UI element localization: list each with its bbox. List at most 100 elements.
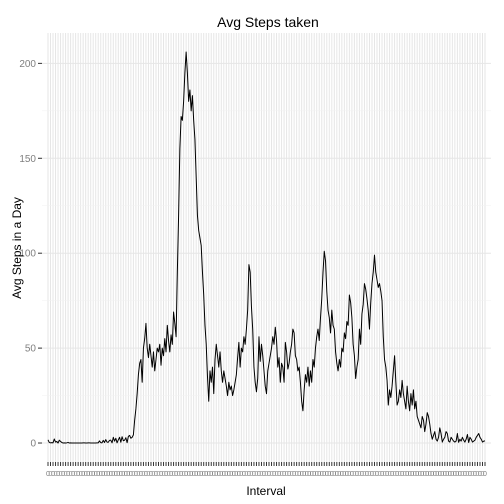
x-tick-label: 0 — [443, 471, 447, 478]
x-tick-label: 0 — [312, 471, 316, 478]
x-tick-label: 0 — [136, 471, 140, 478]
x-tick-label: 0 — [99, 471, 103, 478]
x-tick-label: 0 — [340, 471, 344, 478]
x-tick-label: 0 — [74, 471, 78, 478]
x-tick-label: 0 — [239, 471, 243, 478]
x-tick-label: 0 — [154, 471, 158, 478]
x-tick-label: 0 — [212, 471, 216, 478]
x-tick-label: 0 — [280, 471, 284, 478]
x-tick-label: 0 — [317, 471, 321, 478]
x-tick-label: 0 — [267, 471, 271, 478]
x-tick-label: 0 — [242, 471, 246, 478]
x-tick-label: 0 — [385, 471, 389, 478]
x-tick-label: 0 — [71, 471, 75, 478]
x-tick-label: 0 — [89, 471, 93, 478]
x-tick-label: 0 — [222, 471, 226, 478]
x-tick-label: 0 — [277, 471, 281, 478]
y-tick-label: 50 — [25, 344, 37, 355]
x-tick-label: 0 — [270, 471, 274, 478]
x-tick-label: 0 — [405, 471, 409, 478]
x-tick-label: 0 — [54, 471, 58, 478]
x-tick-label: 0 — [91, 471, 95, 478]
x-tick-label: 0 — [438, 471, 442, 478]
x-tick-label: 0 — [252, 471, 256, 478]
x-tick-label: 0 — [262, 471, 266, 478]
x-gridlines — [47, 33, 486, 462]
x-tick-label: 0 — [420, 471, 424, 478]
x-tick-label: 0 — [234, 471, 238, 478]
x-tick-label: 0 — [209, 471, 213, 478]
x-tick-label: 0 — [104, 471, 108, 478]
x-tick-label: 0 — [141, 471, 145, 478]
x-tick-label: 0 — [337, 471, 341, 478]
x-tick-label: 0 — [164, 471, 168, 478]
series-line — [47, 51, 486, 444]
x-tick-label: 0 — [470, 471, 474, 478]
x-tick-label: 0 — [162, 471, 166, 478]
x-tick-label: 0 — [460, 471, 464, 478]
x-tick-label: 0 — [282, 471, 286, 478]
x-tick-label: 0 — [272, 471, 276, 478]
x-tick-label: 0 — [468, 471, 472, 478]
x-tick-label: 0 — [463, 471, 467, 478]
x-tick-label: 0 — [408, 471, 412, 478]
x-tick-label: 0 — [362, 471, 366, 478]
x-tick-label: 0 — [300, 471, 304, 478]
x-tick-label: 0 — [229, 471, 233, 478]
x-axis-ticks: 0000000000000000000000000000000000000000… — [46, 462, 487, 478]
x-tick-label: 0 — [134, 471, 138, 478]
x-tick-label: 0 — [192, 471, 196, 478]
x-tick-label: 0 — [453, 471, 457, 478]
x-tick-label: 0 — [365, 471, 369, 478]
x-tick-label: 0 — [227, 471, 231, 478]
x-tick-label: 0 — [400, 471, 404, 478]
x-tick-label: 0 — [174, 471, 178, 478]
x-tick-label: 0 — [398, 471, 402, 478]
x-tick-label: 0 — [167, 471, 171, 478]
x-tick-label: 0 — [418, 471, 422, 478]
x-tick-label: 0 — [106, 471, 110, 478]
x-tick-label: 0 — [64, 471, 68, 478]
series-group — [47, 51, 486, 444]
x-tick-label: 0 — [139, 471, 143, 478]
x-tick-label: 0 — [224, 471, 228, 478]
x-tick-label: 0 — [473, 471, 477, 478]
x-tick-label: 0 — [116, 471, 120, 478]
x-tick-label: 0 — [345, 471, 349, 478]
x-tick-label: 0 — [59, 471, 63, 478]
x-tick-label: 0 — [350, 471, 354, 478]
x-tick-label: 0 — [430, 471, 434, 478]
x-tick-label: 0 — [184, 471, 188, 478]
x-tick-label: 0 — [51, 471, 55, 478]
x-tick-label: 0 — [342, 471, 346, 478]
x-tick-label: 0 — [428, 471, 432, 478]
x-tick-label: 0 — [305, 471, 309, 478]
x-tick-label: 0 — [66, 471, 70, 478]
x-tick-label: 0 — [96, 471, 100, 478]
x-tick-label: 0 — [76, 471, 80, 478]
x-tick-label: 0 — [327, 471, 331, 478]
x-tick-label: 0 — [255, 471, 259, 478]
x-tick-label: 0 — [189, 471, 193, 478]
y-axis-title: Avg Steps in a Day — [10, 197, 24, 299]
x-tick-label: 0 — [49, 471, 53, 478]
x-tick-label: 0 — [481, 471, 485, 478]
x-tick-label: 0 — [109, 471, 113, 478]
x-tick-label: 0 — [393, 471, 397, 478]
x-tick-label: 0 — [111, 471, 115, 478]
x-tick-label: 0 — [152, 471, 156, 478]
x-tick-label: 0 — [320, 471, 324, 478]
x-tick-label: 0 — [445, 471, 449, 478]
x-tick-label: 0 — [101, 471, 105, 478]
x-tick-label: 0 — [79, 471, 83, 478]
x-tick-label: 0 — [370, 471, 374, 478]
x-tick-label: 0 — [307, 471, 311, 478]
x-tick-label: 0 — [232, 471, 236, 478]
x-tick-label: 0 — [81, 471, 85, 478]
x-tick-label: 0 — [410, 471, 414, 478]
x-tick-label: 0 — [355, 471, 359, 478]
x-tick-label: 0 — [380, 471, 384, 478]
x-tick-label: 0 — [94, 471, 98, 478]
x-tick-label: 0 — [458, 471, 462, 478]
x-tick-label: 0 — [310, 471, 314, 478]
